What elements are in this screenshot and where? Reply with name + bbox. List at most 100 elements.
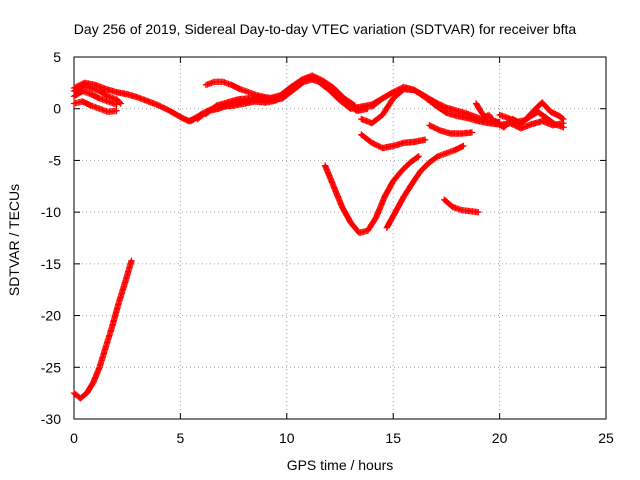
data-point — [402, 195, 406, 198]
series-track-12 — [358, 131, 429, 152]
data-point — [466, 112, 469, 116]
series-track-9 — [202, 78, 278, 102]
data-point — [460, 132, 463, 135]
data-point — [126, 93, 129, 96]
data-point — [332, 185, 335, 188]
data-point — [392, 97, 395, 100]
data-point — [289, 85, 293, 89]
y-tick-label: -5 — [49, 152, 62, 168]
data-point — [468, 209, 472, 213]
series-markers — [383, 142, 467, 231]
data-point — [370, 141, 374, 145]
data-point — [115, 98, 118, 101]
data-point — [291, 88, 295, 92]
x-tick-label: 25 — [598, 430, 614, 446]
series-track-5 — [70, 257, 135, 402]
data-point — [540, 119, 544, 123]
data-point — [89, 93, 93, 96]
data-point — [340, 205, 344, 209]
y-tick-label: -20 — [41, 308, 61, 324]
data-point — [189, 119, 193, 123]
data-point — [381, 113, 384, 117]
data-point — [130, 259, 133, 262]
data-point — [204, 112, 208, 116]
data-point — [279, 94, 282, 97]
data-point — [445, 151, 448, 155]
data-point — [413, 140, 416, 144]
series-track-14 — [321, 153, 422, 236]
data-point — [443, 198, 446, 201]
y-tick-label: 5 — [53, 49, 61, 65]
data-point — [72, 95, 76, 98]
y-tick-label: -30 — [41, 411, 61, 427]
data-point — [383, 195, 386, 198]
data-point — [370, 105, 374, 108]
data-point — [419, 169, 423, 172]
data-point — [106, 110, 110, 114]
data-point — [360, 117, 363, 121]
data-point — [117, 301, 120, 305]
data-point — [487, 119, 491, 123]
data-point — [221, 80, 225, 84]
data-point — [532, 109, 535, 112]
data-point — [385, 226, 389, 229]
data-point — [536, 110, 540, 114]
y-axis-label: SDTVAR / TECUs — [6, 184, 22, 296]
data-point — [374, 216, 378, 219]
data-point — [366, 107, 369, 110]
data-point — [487, 113, 491, 117]
data-point — [394, 210, 397, 214]
data-point — [81, 85, 84, 89]
data-point — [311, 74, 314, 77]
data-point — [477, 210, 480, 214]
data-point — [445, 106, 448, 109]
series-track-3 — [70, 98, 120, 115]
data-point — [470, 131, 474, 134]
data-point — [104, 87, 108, 91]
series-track-11 — [368, 83, 503, 126]
y-tick-label: -25 — [41, 359, 61, 375]
data-point — [455, 114, 459, 118]
data-point — [213, 80, 216, 84]
data-point — [179, 115, 182, 119]
x-tick-label: 20 — [492, 430, 508, 446]
data-point — [119, 102, 123, 105]
data-point — [79, 397, 82, 400]
data-point — [381, 146, 384, 150]
data-point — [455, 109, 459, 112]
x-tick-label: 15 — [385, 430, 401, 446]
data-point — [81, 100, 84, 103]
data-point — [545, 116, 548, 120]
data-point — [474, 102, 478, 105]
data-point — [483, 115, 486, 119]
data-point — [445, 111, 448, 115]
y-axis-ticks: 5 0 -5 -10 -15 -20 -25 -30 — [41, 49, 606, 427]
data-point — [72, 391, 76, 395]
data-point — [255, 94, 259, 97]
data-point — [81, 89, 84, 93]
data-point — [98, 97, 101, 100]
data-point — [402, 85, 406, 89]
data-point — [453, 148, 457, 152]
data-point — [381, 97, 384, 100]
data-point — [72, 89, 76, 93]
data-point — [147, 100, 150, 103]
data-point — [509, 121, 512, 125]
data-point — [370, 121, 374, 125]
data-point — [498, 124, 501, 127]
data-point — [423, 95, 427, 98]
data-point — [466, 116, 469, 120]
plot-frame — [73, 56, 607, 420]
data-point — [451, 205, 454, 209]
data-point — [428, 161, 431, 164]
series-track-19 — [496, 99, 567, 126]
data-point — [196, 117, 199, 121]
data-point — [523, 118, 527, 122]
x-tick-label: 10 — [279, 430, 295, 446]
data-point — [94, 83, 97, 87]
data-point — [226, 101, 229, 104]
series-track-15 — [383, 142, 467, 231]
data-point — [413, 88, 416, 92]
data-point — [530, 123, 533, 126]
